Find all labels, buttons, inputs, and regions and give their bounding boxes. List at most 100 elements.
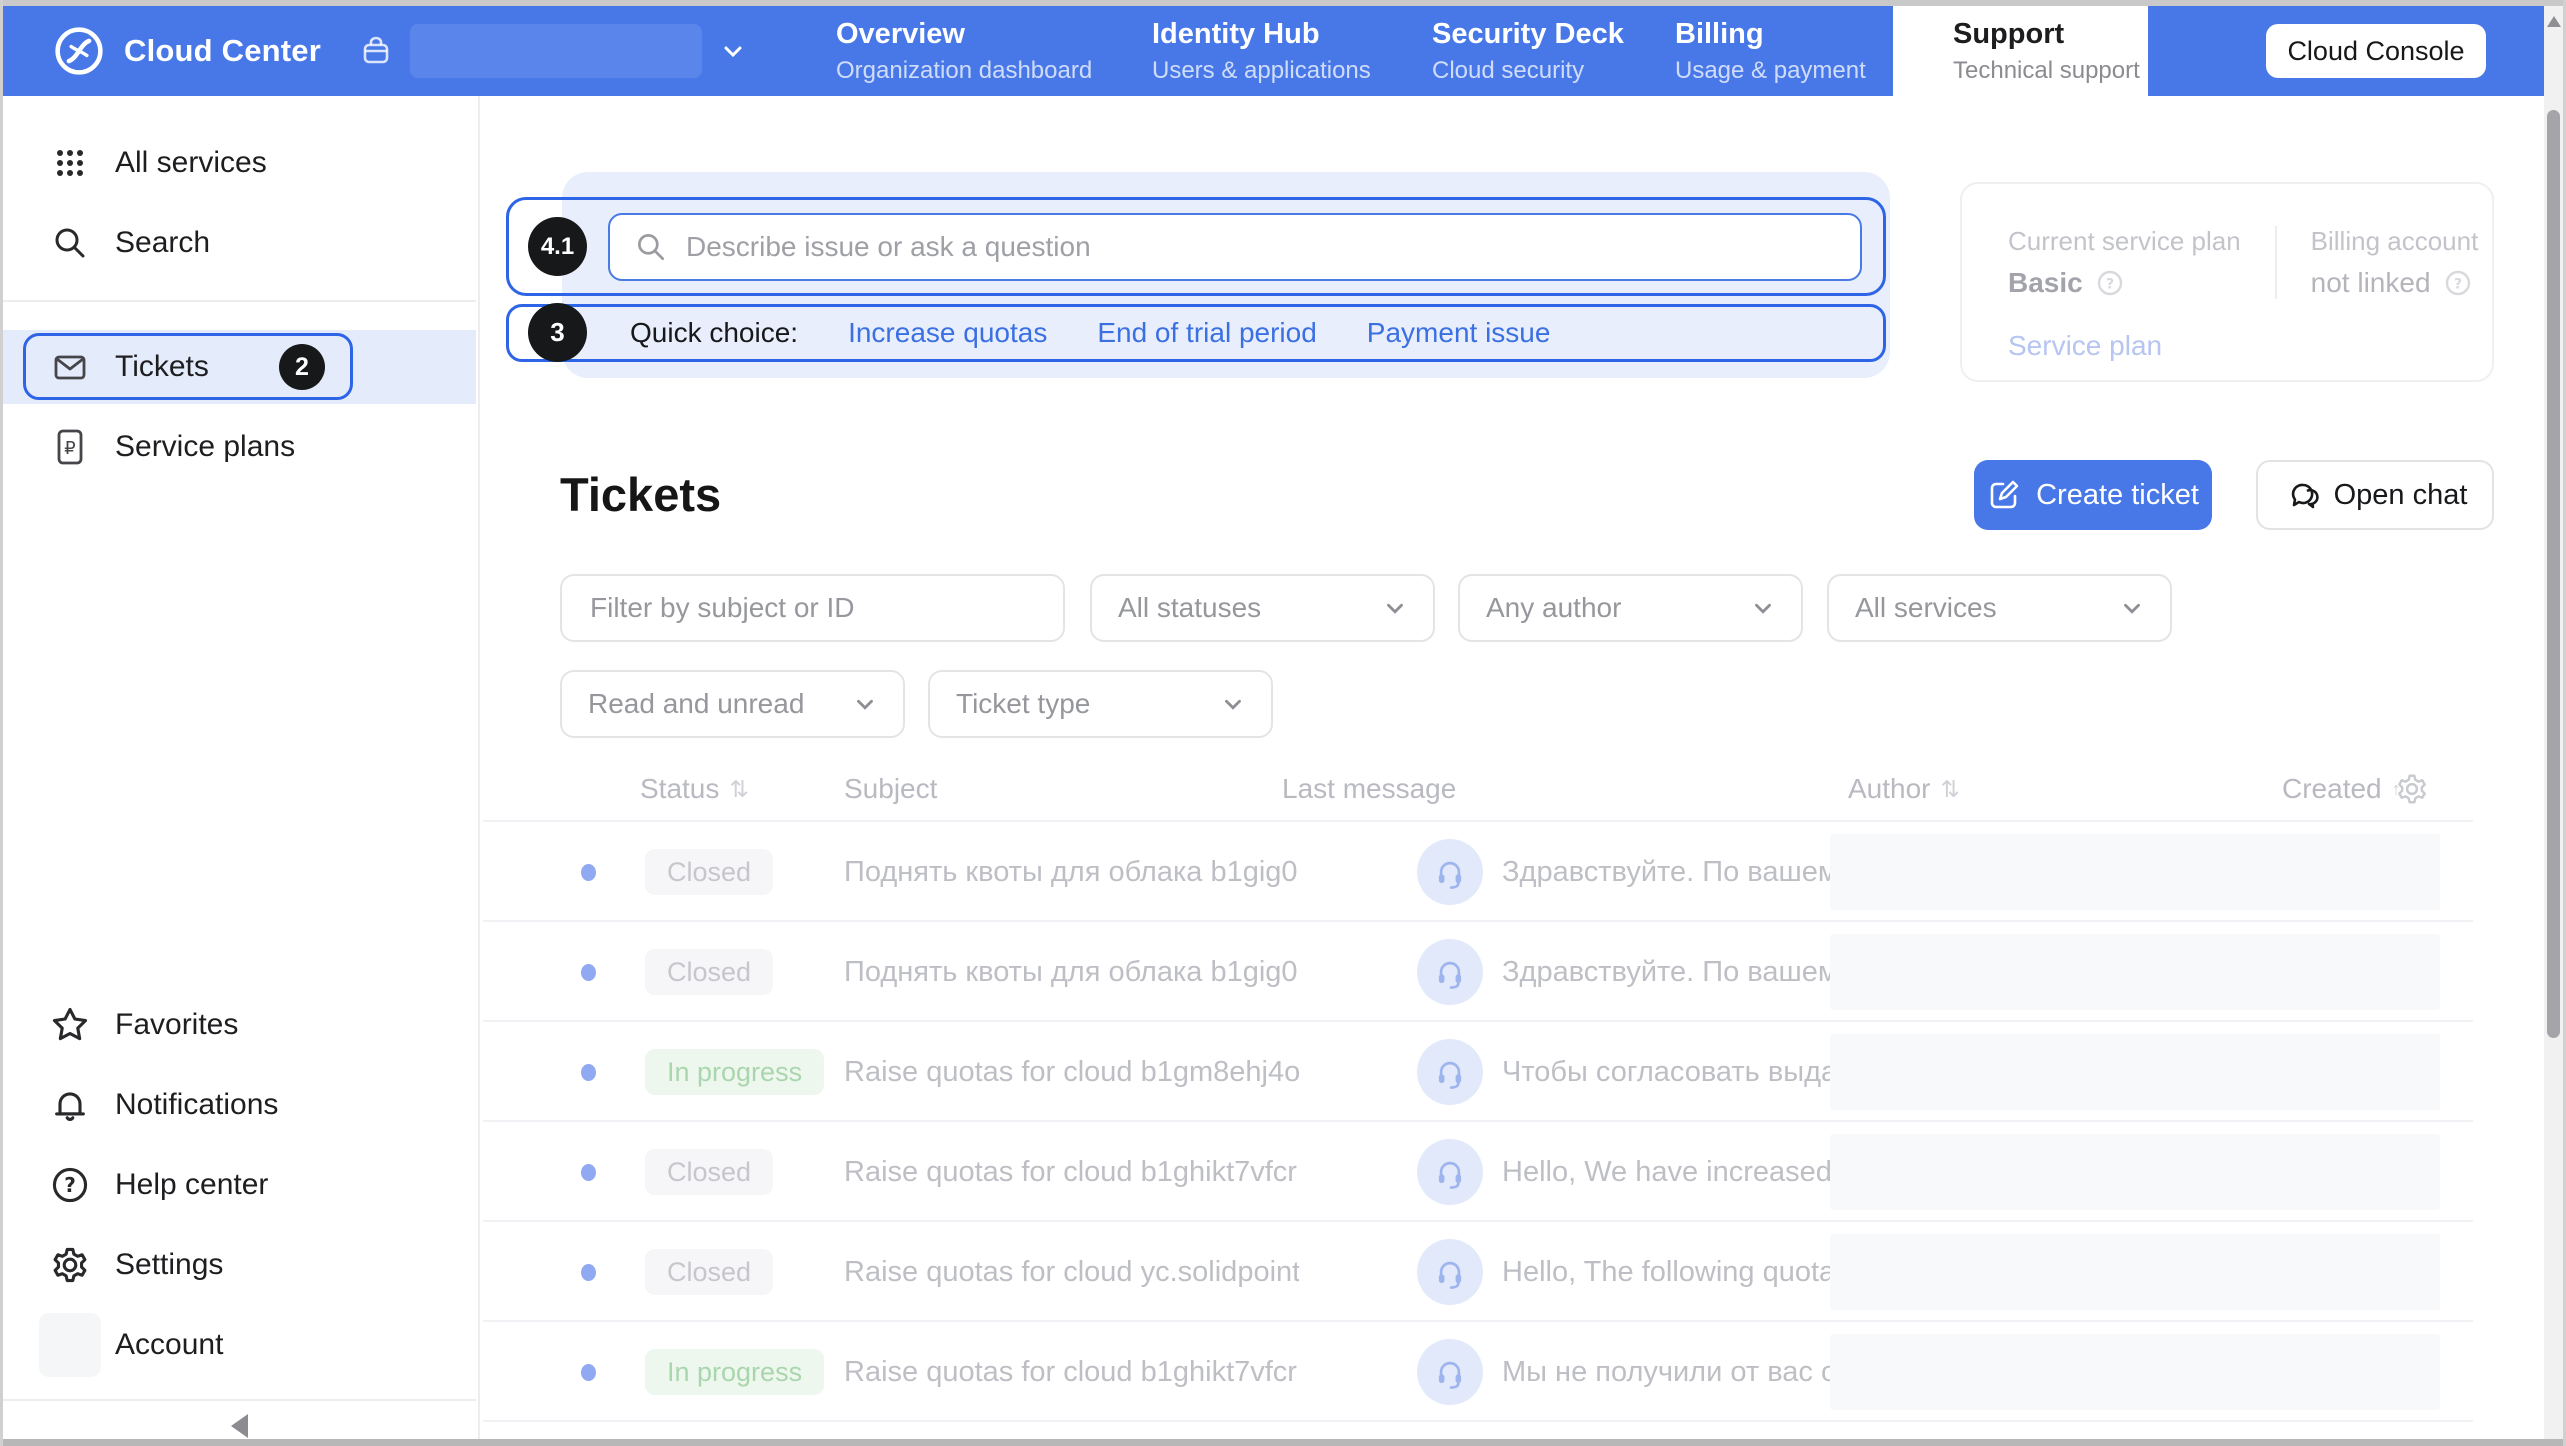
chevron-down-icon [718,36,748,66]
svg-text:?: ? [64,1173,76,1197]
ticket-subject[interactable]: Поднять квоты для облака b1gig0 [844,856,1298,888]
filter-subject-input[interactable] [588,591,1063,625]
quick-link-increase-quotas[interactable]: Increase quotas [848,317,1048,348]
filter-subject-box[interactable] [560,574,1065,642]
annotation-badge-2: 2 [279,344,325,390]
ticket-subject[interactable]: Поднять квоты для облака b1gig0 [844,956,1298,988]
sort-icon[interactable]: ⇅ [729,776,749,802]
scrollbar-up-arrow-icon[interactable] [2547,16,2561,27]
support-agent-avatar [1417,939,1483,1005]
unread-dot [581,1164,596,1181]
unread-dot [581,1064,596,1081]
column-created[interactable]: Created ↑ [2282,773,2401,804]
table-settings-gear-icon[interactable] [2395,760,2429,818]
sidebar-item-settings[interactable]: Settings [3,1225,476,1305]
status-badge: In progress [645,1349,825,1395]
services-filter-select[interactable]: All services [1827,574,2172,642]
sidebar-item-help-center[interactable]: ? Help center [3,1145,476,1225]
brand-name: Cloud Center [124,33,322,68]
issue-search-box[interactable] [608,213,1862,281]
ticket-subject[interactable]: Raise quotas for cloud b1gm8ehj4o [844,1056,1299,1088]
sidebar-item-favorites[interactable]: Favorites [3,985,476,1065]
svg-text:₽: ₽ [64,438,75,459]
tab-security-deck[interactable]: Security Deck Cloud security [1432,17,1624,84]
sidebar-item-all-services[interactable]: All services [3,123,476,203]
table-row[interactable]: Closed Raise quotas for cloud b1ghikt7vf… [483,1120,2473,1220]
page-title: Tickets [560,468,722,521]
support-agent-avatar [1417,839,1483,905]
last-message-preview: Hello, We have increased quota **compu [1502,1156,1832,1188]
gear-icon [39,1245,101,1285]
tab-billing[interactable]: Billing Usage & payment [1675,17,1866,84]
top-bar: Cloud Center Overview Organization dashb… [3,6,2544,96]
column-status[interactable]: Status ⇅ [640,760,749,818]
tab-overview[interactable]: Overview Organization dashboard [836,17,1093,84]
table-row[interactable]: Closed Поднять квоты для облака b1gig0 З… [483,820,2473,920]
redacted-author-created-cell [1830,1134,2440,1210]
open-chat-button[interactable]: Open chat [2256,460,2494,530]
chevron-down-icon [1225,699,1241,710]
sidebar-item-service-plans[interactable]: ₽ Service plans [3,407,476,487]
issue-search-input[interactable] [684,230,1860,264]
unread-dot [581,864,596,881]
table-row[interactable]: Closed Поднять квоты для облака b1gig0 З… [483,920,2473,1020]
cloud-console-button[interactable]: Cloud Console [2266,24,2486,78]
unread-dot [581,1264,596,1281]
briefcase-icon [358,33,394,69]
svg-text:?: ? [2453,277,2461,293]
service-plan-card: Current service plan Basic ? Billing acc… [1960,182,2494,382]
grid-icon [39,144,101,182]
collapse-sidebar-button[interactable] [3,1408,476,1444]
create-ticket-button[interactable]: Create ticket [1974,460,2212,530]
billing-account-block: Billing account not linked ? [2311,226,2479,299]
redacted-author-created-cell [1830,1034,2440,1110]
table-row[interactable]: Closed Raise quotas for cloud yc.solidpo… [483,1220,2473,1320]
chat-bubbles-icon [2283,477,2319,513]
table-header: Status ⇅ Subject Last message Author ⇅ C… [483,760,2473,818]
search-icon [634,230,668,264]
sort-icon[interactable]: ⇅ [1940,776,1960,802]
redacted-author-created-cell [1830,934,2440,1010]
redacted-author-created-cell [1830,1334,2440,1410]
author-filter-select[interactable]: Any author [1458,574,1803,642]
support-agent-avatar [1417,1239,1483,1305]
tab-identity-hub[interactable]: Identity Hub Users & applications [1152,17,1371,84]
brand-group[interactable]: Cloud Center [52,6,321,96]
current-plan-block: Current service plan Basic ? [2008,226,2241,299]
service-plan-link[interactable]: Service plan [2008,330,2163,361]
chevron-down-icon [2124,603,2140,614]
sidebar-item-notifications[interactable]: Notifications [3,1065,476,1145]
read-state-filter-select[interactable]: Read and unread [560,670,905,738]
quick-link-end-of-trial[interactable]: End of trial period [1097,317,1317,348]
headset-icon [1438,1361,1462,1389]
ticket-subject[interactable]: Raise quotas for cloud b1ghikt7vfcr [844,1156,1297,1188]
redacted-author-created-cell [1830,1234,2440,1310]
status-filter-select[interactable]: All statuses [1090,574,1435,642]
table-row[interactable]: In progress Raise quotas for cloud b1gm8… [483,1020,2473,1120]
sidebar-item-tickets[interactable]: Tickets 2 [3,330,476,404]
collapse-arrow-icon [231,1414,248,1438]
headset-icon [1438,961,1462,989]
headset-icon [1438,1161,1462,1189]
help-circle-icon[interactable]: ? [2443,268,2473,298]
ruble-document-icon: ₽ [39,427,101,467]
table-row[interactable]: In progress Raise quotas for cloud b1ghi… [483,1320,2473,1420]
tab-support-active[interactable]: Support Technical support [1893,6,2148,96]
scrollbar-thumb[interactable] [2547,110,2560,1038]
billing-account-label: Billing account [2310,226,2479,256]
unread-dot [581,1364,596,1381]
ticket-subject[interactable]: Raise quotas for cloud yc.solidpoint [844,1256,1299,1288]
unread-dot [581,964,596,981]
ticket-subject[interactable]: Raise quotas for cloud b1ghikt7vfcr [844,1356,1297,1388]
org-selector[interactable] [358,6,748,96]
scrollbar[interactable] [2544,6,2563,1439]
ticket-type-filter-select[interactable]: Ticket type [928,670,1273,738]
sidebar-item-account[interactable]: Account [3,1305,476,1385]
sidebar-divider [3,300,476,302]
headset-icon [1438,1261,1462,1289]
sidebar-item-search[interactable]: Search [3,203,476,283]
column-author[interactable]: Author ⇅ [1848,760,1960,818]
help-circle-icon[interactable]: ? [2095,268,2125,298]
quick-choice-label: Quick choice: [630,317,799,348]
quick-link-payment-issue[interactable]: Payment issue [1366,317,1551,348]
